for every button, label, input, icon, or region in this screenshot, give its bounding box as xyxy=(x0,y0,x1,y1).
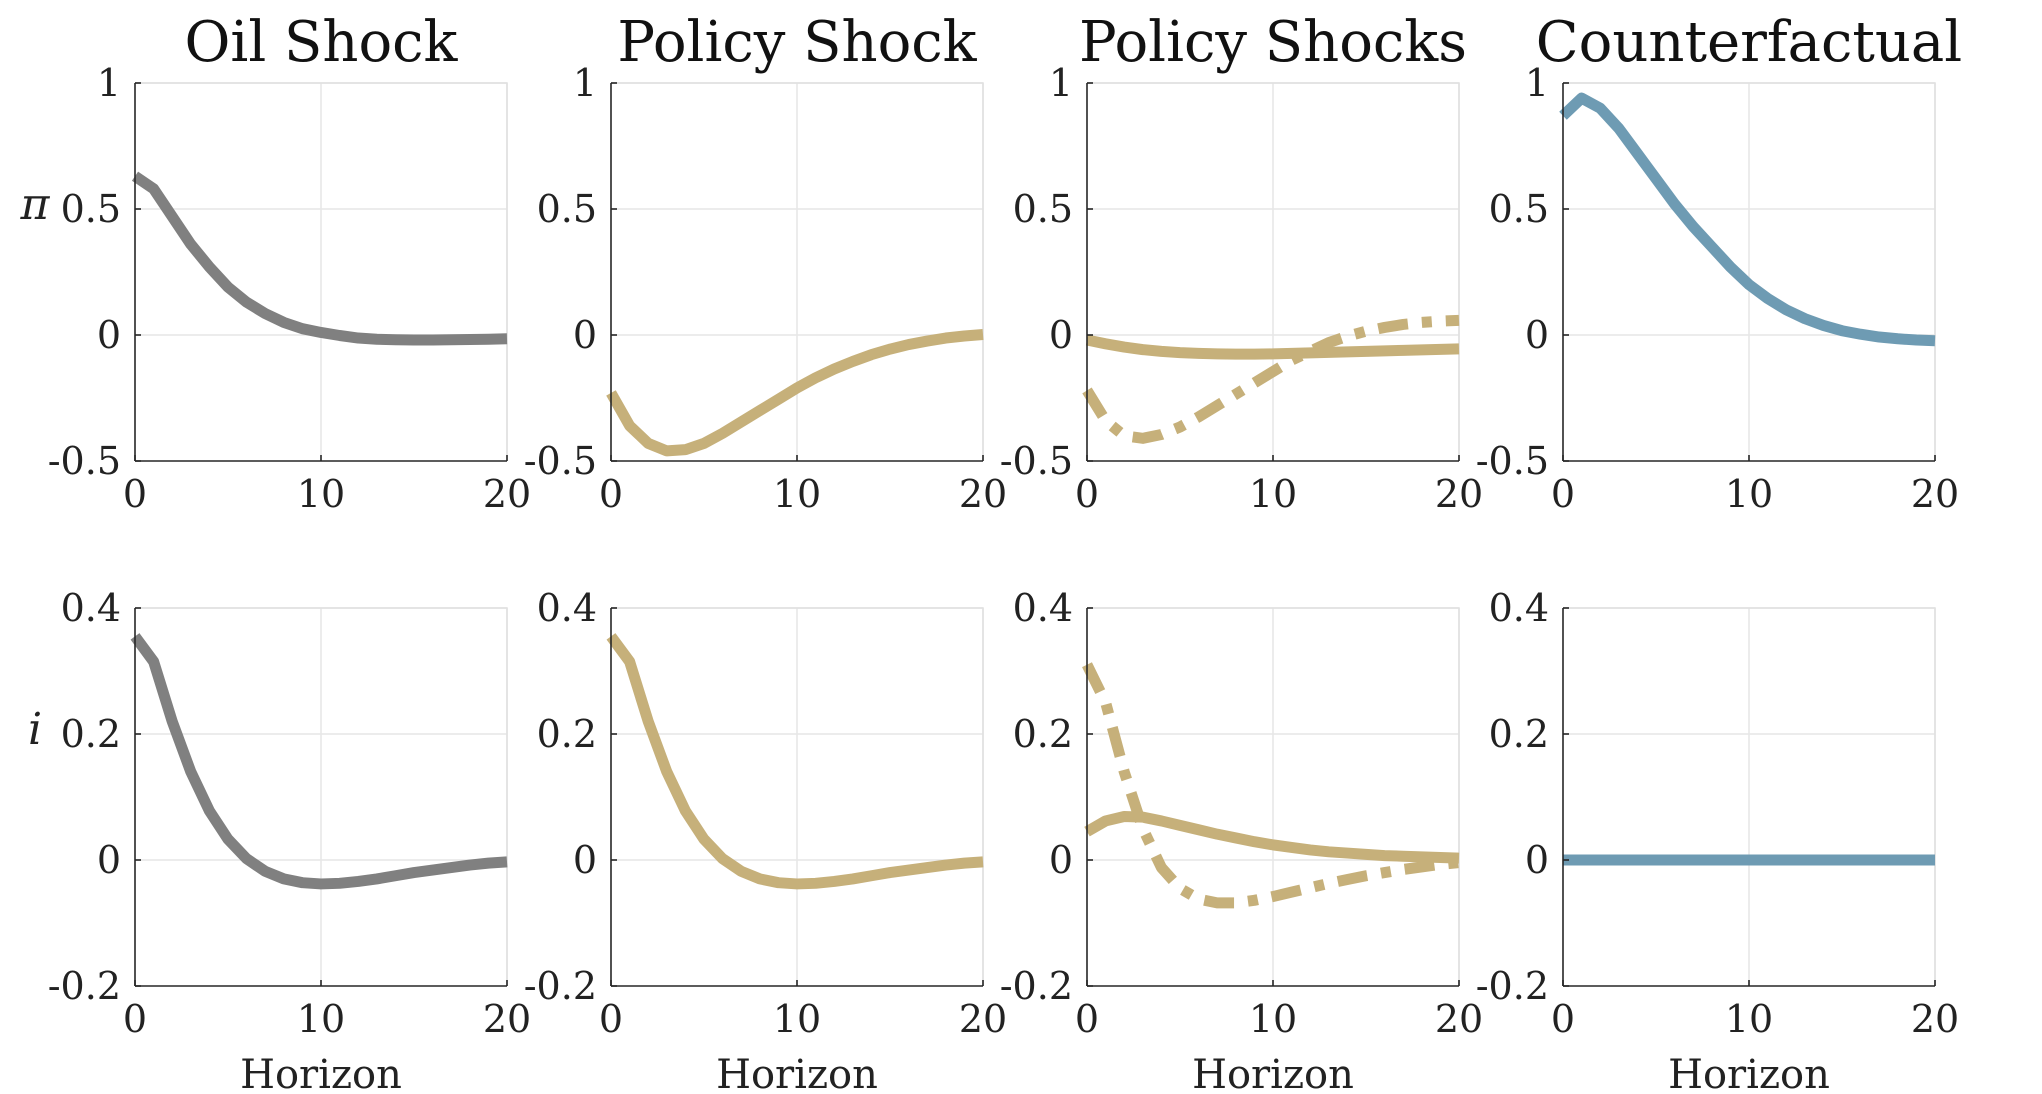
x-tick-label: 20 xyxy=(1911,472,1959,516)
y-tick-label: 0 xyxy=(97,313,121,357)
x-tick-label: 20 xyxy=(959,997,1007,1041)
x-tick-label: 10 xyxy=(773,997,821,1041)
x-tick-label: 20 xyxy=(1911,997,1959,1041)
y-tick-label: 0 xyxy=(1525,313,1549,357)
y-tick-label: 0 xyxy=(1525,838,1549,882)
series-line-2-dashdot xyxy=(1082,314,1460,444)
y-tick-label: 1 xyxy=(1049,61,1073,105)
x-tick-label: 0 xyxy=(123,997,147,1041)
y-tick-label: 0 xyxy=(573,313,597,357)
x-tick-label: 20 xyxy=(1435,997,1483,1041)
x-tick-label: 0 xyxy=(1551,472,1575,516)
y-tick-label: 0.2 xyxy=(61,712,121,756)
y-tick-label: 0.5 xyxy=(61,187,121,231)
y-tick-label: 0.5 xyxy=(1013,187,1073,231)
y-tick-label: 0 xyxy=(573,838,597,882)
series-line-1-solid xyxy=(1085,334,1460,360)
y-tick-label: 0.4 xyxy=(61,586,121,630)
x-tick-label: 20 xyxy=(483,997,531,1041)
y-tick-label: 1 xyxy=(97,61,121,105)
x-tick-label: 20 xyxy=(483,472,531,516)
y-tick-label: -0.5 xyxy=(1000,439,1073,483)
y-tick-label: 1 xyxy=(1525,61,1549,105)
x-axis-label: Horizon xyxy=(1668,1052,1830,1094)
x-tick-label: 20 xyxy=(1435,472,1483,516)
y-tick-label: -0.2 xyxy=(1000,964,1073,1008)
panel-title: Oil Shock xyxy=(185,10,459,75)
y-tick-label: 1 xyxy=(573,61,597,105)
plot-frame xyxy=(611,607,984,986)
y-tick-label: -0.2 xyxy=(48,964,121,1008)
y-tick-label: 0.5 xyxy=(1489,187,1549,231)
x-tick-label: 0 xyxy=(1551,997,1575,1041)
plot-frame xyxy=(1087,607,1460,986)
x-axis-label: Horizon xyxy=(240,1052,402,1094)
y-tick-label: 0 xyxy=(1049,838,1073,882)
panel-title: Policy Shock xyxy=(617,10,977,75)
x-tick-label: 10 xyxy=(1725,472,1773,516)
series-line-2-dashdot xyxy=(1082,662,1460,909)
x-tick-label: 0 xyxy=(599,472,623,516)
y-tick-label: 0.5 xyxy=(537,187,597,231)
x-tick-label: 0 xyxy=(1075,472,1099,516)
series-line-1-solid xyxy=(1559,92,1936,347)
y-axis-label: π xyxy=(20,179,51,230)
x-axis-label: Horizon xyxy=(1192,1052,1354,1094)
y-tick-label: 0.2 xyxy=(1489,712,1549,756)
series-line-1-solid xyxy=(130,633,508,890)
y-axis-label: i xyxy=(28,704,42,755)
x-tick-label: 0 xyxy=(123,472,147,516)
y-tick-label: -0.2 xyxy=(524,964,597,1008)
y-tick-label: 0 xyxy=(1049,313,1073,357)
y-tick-label: 0 xyxy=(97,838,121,882)
y-tick-label: 0.4 xyxy=(537,586,597,630)
x-tick-label: 10 xyxy=(773,472,821,516)
x-tick-label: 10 xyxy=(297,472,345,516)
x-tick-label: 0 xyxy=(1075,997,1099,1041)
y-tick-label: 0.2 xyxy=(1013,712,1073,756)
x-tick-label: 10 xyxy=(1725,997,1773,1041)
x-tick-label: 10 xyxy=(297,997,345,1041)
x-tick-label: 10 xyxy=(1249,472,1297,516)
plot-frame xyxy=(135,82,508,461)
plot-frame xyxy=(1087,82,1460,461)
series-line-1-solid xyxy=(1084,811,1460,864)
panel-title: Counterfactual xyxy=(1536,10,1962,75)
series-line-1-solid xyxy=(606,329,984,457)
y-tick-label: 0.4 xyxy=(1489,586,1549,630)
x-tick-label: 20 xyxy=(959,472,1007,516)
x-axis-label: Horizon xyxy=(716,1052,878,1094)
y-tick-label: -0.5 xyxy=(524,439,597,483)
y-tick-label: -0.5 xyxy=(48,439,121,483)
panel-title: Policy Shocks xyxy=(1079,10,1467,75)
series-line-1-solid xyxy=(131,171,508,346)
plot-frame xyxy=(135,607,508,986)
y-tick-label: 0.2 xyxy=(537,712,597,756)
x-tick-label: 0 xyxy=(599,997,623,1041)
y-tick-label: -0.2 xyxy=(1476,964,1549,1008)
y-tick-label: -0.5 xyxy=(1476,439,1549,483)
x-tick-label: 10 xyxy=(1249,997,1297,1041)
series-line-1-solid xyxy=(606,633,984,890)
y-tick-label: 0.4 xyxy=(1013,586,1073,630)
plot-frame xyxy=(1563,82,1936,461)
